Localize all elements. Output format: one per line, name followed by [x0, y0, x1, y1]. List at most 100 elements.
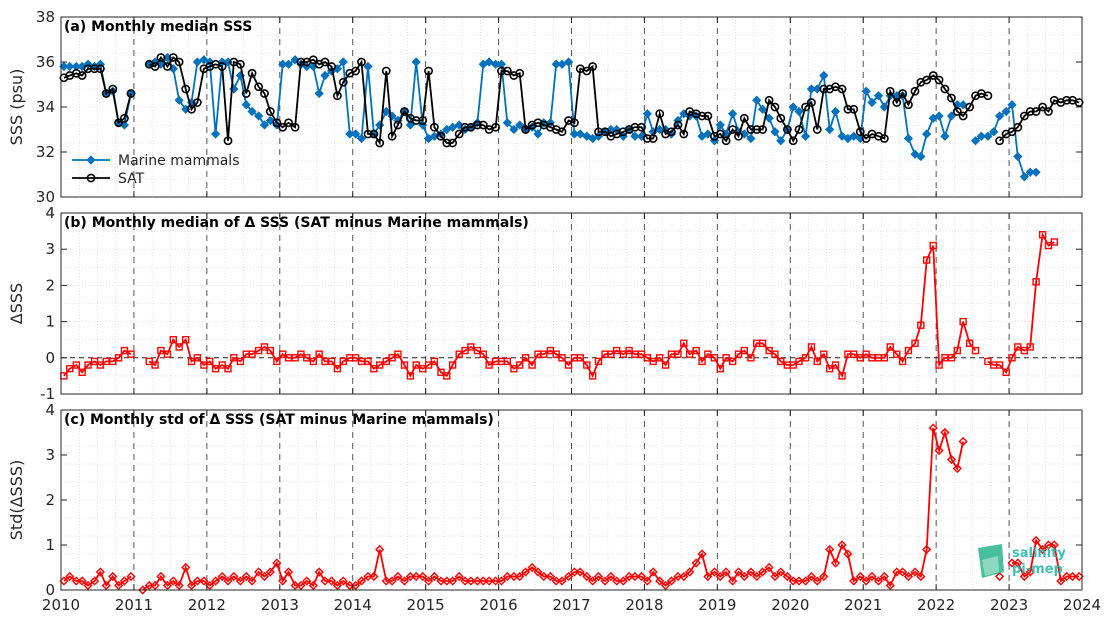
data-point [314, 567, 324, 577]
data-point [703, 571, 713, 582]
data-point [655, 576, 665, 586]
data-point [259, 571, 270, 582]
data-point [563, 571, 574, 582]
data-point [181, 84, 191, 94]
data-point [801, 131, 811, 141]
data-point [685, 567, 695, 577]
data-point [910, 567, 920, 577]
data-point [904, 346, 913, 355]
data-point [739, 571, 749, 582]
series-sat [59, 53, 1084, 148]
y-tick-label: 0 [45, 581, 55, 599]
data-point [752, 95, 762, 105]
data-point [600, 576, 610, 586]
data-point [509, 124, 519, 135]
data-point [71, 576, 81, 586]
data-point [472, 576, 483, 586]
data-point [758, 339, 767, 348]
data-point [1001, 106, 1011, 117]
data-point [1019, 111, 1029, 121]
data-point [1062, 571, 1072, 582]
data-point [728, 125, 738, 134]
data-point [308, 55, 318, 65]
data-point [241, 89, 251, 98]
data-point [151, 361, 159, 369]
data-point [521, 125, 530, 134]
data-point [989, 127, 999, 137]
data-point [193, 354, 202, 362]
data-point [879, 102, 889, 112]
data-point [332, 91, 342, 101]
data-point [953, 346, 961, 355]
data-point [254, 111, 264, 121]
data-point [351, 129, 361, 139]
data-point [830, 558, 841, 568]
data-point [345, 580, 355, 591]
data-point [278, 122, 288, 132]
data-point [679, 129, 689, 139]
data-point [788, 576, 798, 586]
data-point [496, 576, 507, 586]
data-point [265, 567, 275, 577]
data-point [911, 339, 919, 348]
data-point [674, 350, 682, 358]
data-point [460, 122, 470, 132]
data-point [448, 361, 457, 369]
data-point [952, 463, 962, 474]
panel-title: (a) Monthly median SSS [64, 19, 252, 35]
data-point [820, 350, 828, 358]
data-point [266, 346, 275, 355]
data-point [583, 361, 591, 369]
panel-title: (c) Monthly std of Δ SSS (SAT minus Mari… [64, 412, 494, 428]
data-point [563, 57, 574, 67]
data-point [1031, 107, 1041, 116]
data-point [473, 120, 482, 130]
data-point [917, 321, 925, 329]
data-point [1019, 571, 1029, 582]
data-point [192, 57, 202, 67]
data-point [879, 134, 889, 143]
data-point [327, 62, 336, 71]
data-point [612, 576, 622, 586]
data-point [192, 98, 202, 107]
data-point [290, 55, 300, 65]
panel-title: (b) Monthly median of Δ SSS (SAT minus M… [64, 215, 529, 231]
x-tick-label: 2020 [771, 596, 809, 614]
data-point [381, 576, 391, 586]
data-point [1038, 544, 1048, 555]
data-point [533, 567, 543, 577]
data-point [819, 571, 829, 582]
data-point [254, 567, 264, 577]
data-point [721, 567, 731, 577]
data-point [648, 134, 658, 143]
data-point [363, 129, 373, 139]
data-point [150, 62, 160, 71]
x-tick-label: 2016 [479, 596, 517, 614]
data-point [126, 89, 136, 98]
data-point [813, 357, 821, 366]
data-point [424, 66, 433, 76]
data-point [108, 571, 118, 582]
data-point [697, 549, 707, 559]
data-point [557, 576, 567, 586]
data-point [831, 361, 840, 369]
data-point [801, 576, 811, 586]
data-point [387, 576, 397, 586]
data-point [770, 127, 780, 137]
data-point [916, 151, 926, 162]
data-point [721, 136, 731, 146]
data-point [916, 571, 926, 582]
data-point [1050, 238, 1058, 246]
x-tick-label: 2023 [990, 596, 1028, 614]
data-point [861, 576, 871, 586]
data-point [934, 75, 944, 85]
data-point [1007, 127, 1017, 137]
data-point [78, 368, 86, 376]
y-axis-label: ΔSSS [7, 283, 26, 324]
data-point [241, 571, 251, 582]
data-point [935, 361, 943, 369]
data-point [764, 113, 774, 123]
data-point [357, 57, 366, 67]
data-point [551, 576, 561, 586]
